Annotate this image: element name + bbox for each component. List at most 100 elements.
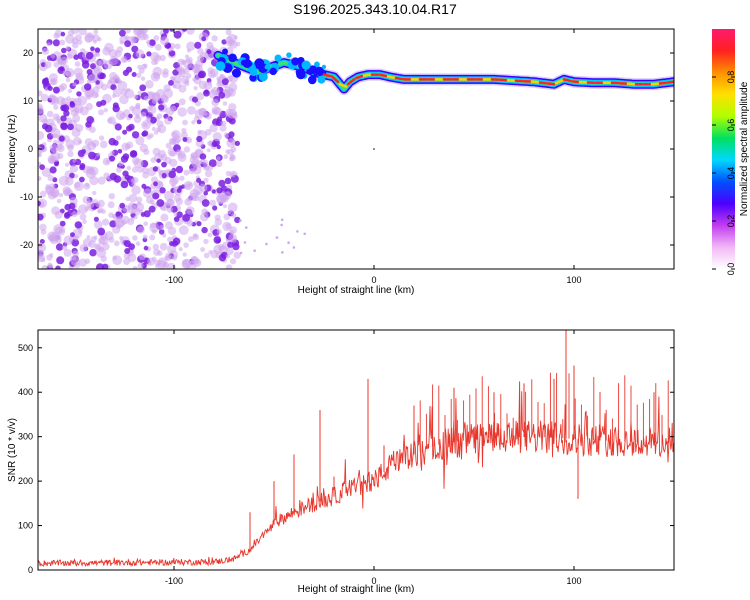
noise-blob [139, 253, 146, 261]
noise-blob [163, 88, 174, 99]
noise-blob [220, 74, 226, 80]
noise-blob [253, 249, 256, 252]
noise-blob [225, 149, 230, 154]
noise-blob [67, 150, 74, 158]
spectrogram-y-axis-label: Frequency (Hz) [7, 115, 18, 184]
noise-blob [46, 42, 51, 47]
noise-blob [136, 196, 143, 203]
noise-blob [53, 32, 60, 39]
noise-blob [150, 157, 157, 163]
noise-blob [88, 240, 96, 248]
noise-blob [86, 200, 95, 209]
noise-blob [119, 29, 126, 37]
noise-blob [225, 223, 232, 229]
noise-blob [97, 176, 106, 185]
noise-blob [77, 95, 87, 106]
noise-blob [230, 172, 236, 178]
noise-blob [96, 152, 101, 157]
noise-blob [199, 108, 208, 117]
noise-blob [201, 199, 210, 207]
noise-blob [81, 61, 90, 69]
noise-blob [233, 251, 241, 259]
noise-blob [174, 43, 181, 50]
noise-blob [182, 260, 187, 265]
noise-blob [93, 29, 99, 35]
noise-blob [132, 265, 138, 269]
noise-blob [159, 224, 165, 231]
noise-blob [47, 85, 53, 91]
noise-blob [145, 116, 152, 122]
noise-blob [124, 40, 131, 48]
noise-blob [88, 151, 96, 160]
noise-blob [181, 29, 187, 32]
ridge-blob [264, 64, 270, 70]
noise-blob [169, 150, 176, 157]
noise-blob [172, 237, 181, 246]
noise-blob [149, 234, 156, 241]
noise-blob [184, 54, 189, 59]
noise-blob [119, 235, 124, 241]
ridge-peak [394, 76, 404, 81]
noise-blob [169, 177, 178, 187]
noise-blob [156, 199, 165, 207]
noise-blob [118, 160, 124, 167]
noise-blob [39, 164, 45, 171]
snr-x-tick-label: 0 [371, 576, 376, 586]
noise-blob [61, 245, 68, 251]
noise-blob [167, 244, 177, 254]
noise-blob [65, 77, 71, 83]
noise-blob [211, 98, 219, 107]
snr-line [38, 381, 674, 568]
noise-blob [89, 249, 97, 257]
noise-blob [162, 233, 167, 238]
noise-blob [100, 99, 107, 106]
ridge-blob [307, 75, 317, 85]
noise-blob [166, 206, 173, 213]
noise-blob [126, 125, 133, 132]
noise-blob [90, 63, 97, 70]
noise-blob [50, 128, 61, 138]
noise-blob [112, 102, 119, 109]
ridge-peak [570, 80, 580, 84]
noise-blob [143, 95, 149, 101]
noise-blob [93, 66, 103, 75]
ridge-blob [296, 69, 306, 80]
ridge-blob [258, 72, 268, 82]
noise-blob [137, 225, 145, 234]
noise-blob [120, 56, 128, 63]
snr-panel: -100 0 100 0 100 200 300 400 500 Height of strai… [7, 329, 675, 595]
noise-blob [218, 179, 226, 187]
spectrogram-marks [38, 29, 674, 269]
spectrogram-y-tick-label: -10 [20, 192, 33, 202]
noise-blob [193, 63, 199, 70]
noise-blob [292, 246, 296, 249]
noise-blob [197, 54, 205, 62]
spectrogram-dot [373, 148, 375, 150]
noise-blob [113, 175, 122, 183]
noise-blob [69, 101, 75, 106]
noise-blob [234, 216, 241, 224]
noise-blob [199, 183, 208, 192]
colorbar-tick-label: 0.4 [726, 167, 736, 180]
noise-blob [99, 135, 105, 141]
noise-blob [97, 227, 106, 236]
noise-blob [201, 208, 208, 215]
noise-blob [165, 142, 172, 149]
noise-blob [47, 157, 55, 164]
spectrogram-y-tick-label: 0 [28, 144, 33, 154]
noise-blob [58, 135, 65, 142]
noise-blob [226, 247, 234, 256]
noise-blob [108, 212, 114, 218]
noise-blob [85, 182, 90, 188]
noise-blob [216, 156, 221, 161]
noise-blob [152, 243, 159, 251]
noise-blob [134, 29, 144, 35]
noise-blob [152, 147, 161, 156]
noise-blob [192, 233, 198, 239]
noise-blob [203, 190, 208, 196]
noise-blob [217, 78, 222, 83]
snr-y-axis-label: SNR (10 * v/v) [7, 418, 18, 482]
noise-blob [182, 137, 188, 142]
noise-blob [159, 242, 168, 251]
noise-blob [168, 170, 176, 179]
